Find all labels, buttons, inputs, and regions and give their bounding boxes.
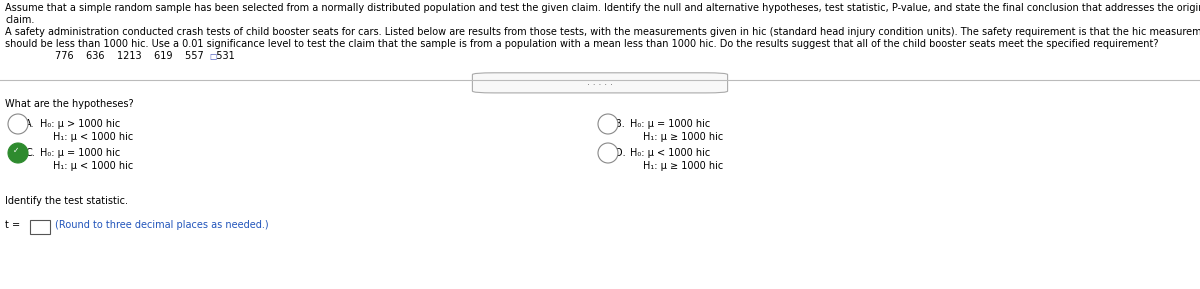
FancyBboxPatch shape <box>473 73 727 93</box>
Text: □: □ <box>209 52 216 61</box>
FancyBboxPatch shape <box>30 220 50 234</box>
Text: H₁: μ ≥ 1000 hic: H₁: μ ≥ 1000 hic <box>643 161 724 171</box>
Text: H₀: μ = 1000 hic: H₀: μ = 1000 hic <box>630 119 710 129</box>
Text: H₁: μ < 1000 hic: H₁: μ < 1000 hic <box>53 132 133 142</box>
Text: B.: B. <box>616 119 625 129</box>
Text: H₀: μ = 1000 hic: H₀: μ = 1000 hic <box>40 148 120 158</box>
Text: Identify the test statistic.: Identify the test statistic. <box>5 196 128 206</box>
Text: C.: C. <box>25 148 35 158</box>
Text: D.: D. <box>616 148 625 158</box>
Text: Assume that a simple random sample has been selected from a normally distributed: Assume that a simple random sample has b… <box>5 3 1200 13</box>
Text: (Round to three decimal places as needed.): (Round to three decimal places as needed… <box>55 220 269 230</box>
Text: claim.: claim. <box>5 15 35 25</box>
Text: What are the hypotheses?: What are the hypotheses? <box>5 99 133 109</box>
Text: H₀: μ > 1000 hic: H₀: μ > 1000 hic <box>40 119 120 129</box>
Text: A.: A. <box>25 119 35 129</box>
Text: H₁: μ ≥ 1000 hic: H₁: μ ≥ 1000 hic <box>643 132 724 142</box>
Text: ✓: ✓ <box>12 146 19 155</box>
Text: A safety administration conducted crash tests of child booster seats for cars. L: A safety administration conducted crash … <box>5 27 1200 37</box>
Text: should be less than 1000 hic. Use a 0.01 significance level to test the claim th: should be less than 1000 hic. Use a 0.01… <box>5 39 1158 49</box>
Text: t =: t = <box>5 220 20 230</box>
Text: H₀: μ < 1000 hic: H₀: μ < 1000 hic <box>630 148 710 158</box>
Text: H₁: μ < 1000 hic: H₁: μ < 1000 hic <box>53 161 133 171</box>
Text: . . . . .: . . . . . <box>587 78 613 87</box>
Text: 776    636    1213    619    557    531: 776 636 1213 619 557 531 <box>55 51 235 61</box>
